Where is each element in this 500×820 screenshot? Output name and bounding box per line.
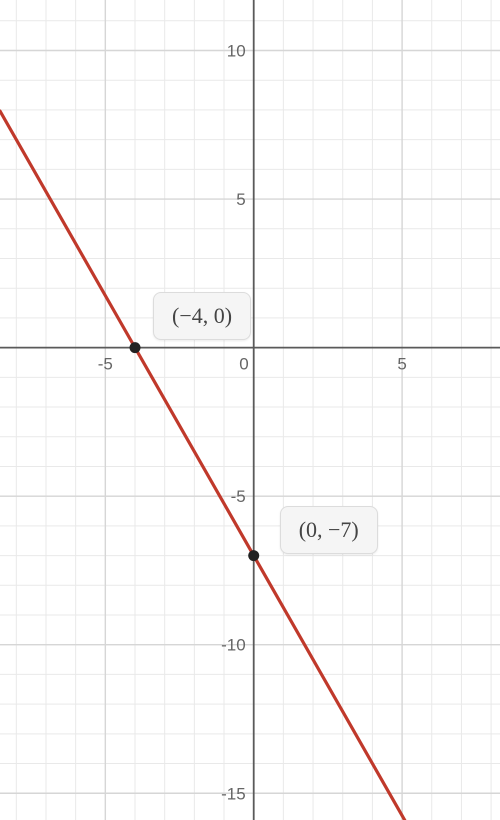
plotted-point (248, 550, 259, 561)
graph-svg: -5 0 5 -15 -10 -5 5 10 (0, 0, 500, 820)
y-tick-label: -5 (231, 487, 246, 506)
y-tick-label: -15 (221, 784, 246, 803)
y-tick-label: 10 (227, 42, 246, 61)
x-tick-label: 0 (239, 355, 248, 374)
coordinate-graph: -5 0 5 -15 -10 -5 5 10 (−4, 0) (0, −7) (0, 0, 500, 820)
y-tick-label: 5 (236, 190, 245, 209)
major-gridlines (0, 0, 500, 820)
point-label: (0, −7) (280, 506, 378, 554)
x-tick-label: -5 (98, 355, 113, 374)
plotted-point (130, 342, 141, 353)
minor-gridlines (0, 0, 500, 820)
x-tick-label: 5 (397, 355, 406, 374)
point-label: (−4, 0) (153, 292, 251, 340)
plotted-line (0, 111, 500, 820)
y-tick-label: -10 (221, 636, 246, 655)
